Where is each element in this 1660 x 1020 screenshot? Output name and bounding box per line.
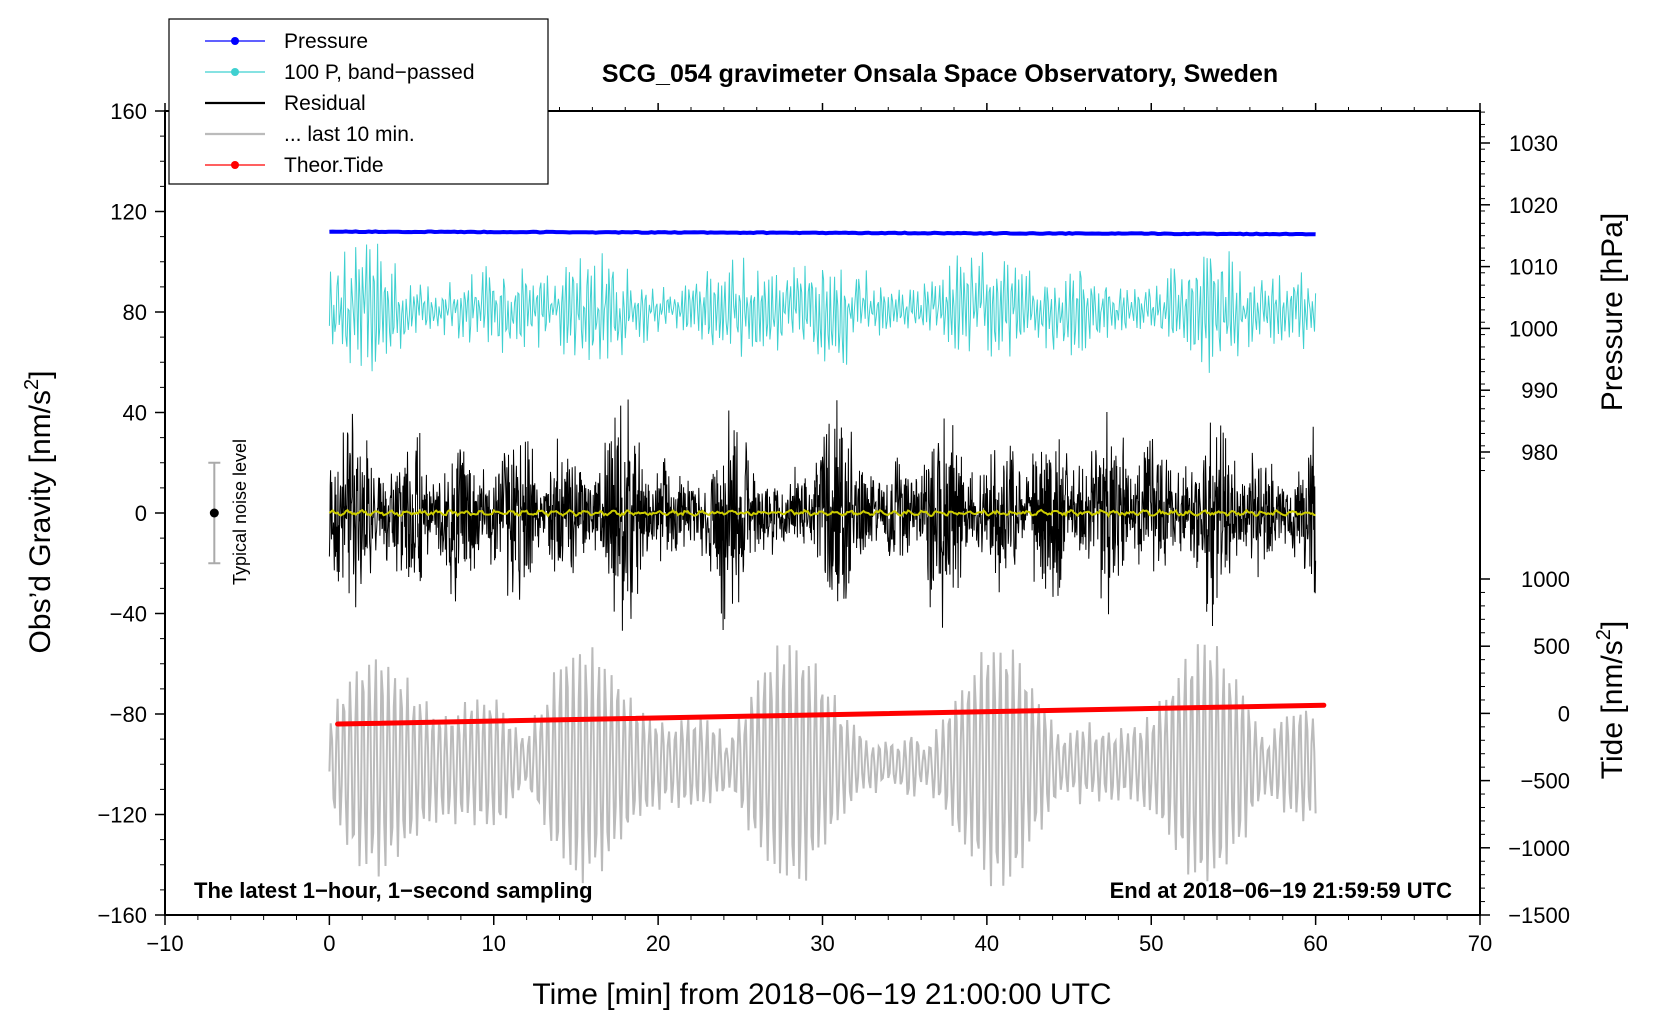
legend-label: ... last 10 min. [284,123,415,146]
pressure-tick-label: 1010 [1509,255,1558,280]
tide-tick-label: −1500 [1508,903,1570,928]
y-tick-label: −40 [110,602,147,627]
series-pressure-line [329,229,1316,237]
legend-label: Residual [284,92,366,115]
tide-tick-label: −500 [1520,769,1570,794]
legend-marker [231,37,239,45]
pressure-tick-label: 1000 [1509,316,1558,341]
series-residual-smoothed-line [328,508,1316,519]
y-axis-left-title-sup: 2 [21,379,43,390]
y-tick-label: 120 [110,200,147,225]
chart-title: SCG_054 gravimeter Onsala Space Observat… [602,60,1278,88]
y-tick-label: 0 [135,501,147,526]
y-tick-label: 40 [123,401,147,426]
y-tick-label: 80 [123,300,147,325]
x-tick-label: 10 [482,931,506,956]
y-tick-label: 160 [110,99,147,124]
legend-marker [231,161,239,169]
y-axis-left-title: Obs’d Gravity [nm/s2] [21,371,57,654]
y-axis-tide-title-end: ] [1596,621,1629,629]
series-residual-line [328,399,1317,631]
tide-tick-label: 500 [1533,634,1570,659]
pressure-tick-label: 990 [1521,378,1558,403]
x-tick-label: 60 [1303,931,1327,956]
series-bandpassed-pressure-line [328,243,1317,373]
x-axis-title: Time [min] from 2018−06−19 21:00:00 UTC [532,978,1111,1011]
tide-tick-label: 0 [1558,701,1570,726]
tide-tick-label: 1000 [1521,567,1570,592]
x-tick-label: 20 [646,931,670,956]
series-last-10-min-line [328,644,1317,887]
y-axis-left-title-end: ] [24,371,57,379]
y-axis-left-title-main: Obs’d Gravity [nm/s [24,390,57,653]
x-tick-label: 50 [1139,931,1163,956]
legend-label: Theor.Tide [284,154,384,177]
noise-level-indicator: Typical noise level [208,439,250,585]
pressure-tick-label: 980 [1521,440,1558,465]
noise-label: Typical noise level [230,439,250,585]
y-axis-tide-title: Tide [nm/s2] [1593,621,1629,779]
tide-tick-label: −1000 [1508,836,1570,861]
note-left: The latest 1−hour, 1−second sampling [194,878,593,903]
noise-bar-center [209,508,219,518]
series-layer [328,229,1327,887]
y-axis-pressure-title: Pressure [hPa] [1596,213,1629,411]
legend-label: Pressure [284,30,368,53]
x-tick-label: 0 [323,931,335,956]
x-tick-label: 70 [1468,931,1492,956]
pressure-tick-label: 1020 [1509,193,1558,218]
x-tick-label: 30 [810,931,834,956]
tick-layer: −10 0 10 20 30 40 50 60 70−160−120−80−4004080120… [97,99,1570,956]
y-tick-label: −80 [110,702,147,727]
legend-box [168,18,549,185]
y-tick-label: −160 [97,903,147,928]
y-tick-label: −120 [97,803,147,828]
note-right: End at 2018−06−19 21:59:59 UTC [1110,878,1453,903]
pressure-tick-label: 1030 [1509,131,1558,156]
series-theor-tide-line [335,702,1327,727]
y-axis-tide-title-main: Tide [nm/s [1596,640,1629,779]
y-axis-tide-title-sup: 2 [1593,629,1615,640]
legend-marker [231,68,239,76]
x-tick-label: −10 [146,931,183,956]
x-tick-label: 40 [975,931,999,956]
legend-label: 100 P, band−passed [284,61,475,84]
legend: Pressure 100 P, band−passed Residual ... la… [168,18,549,185]
